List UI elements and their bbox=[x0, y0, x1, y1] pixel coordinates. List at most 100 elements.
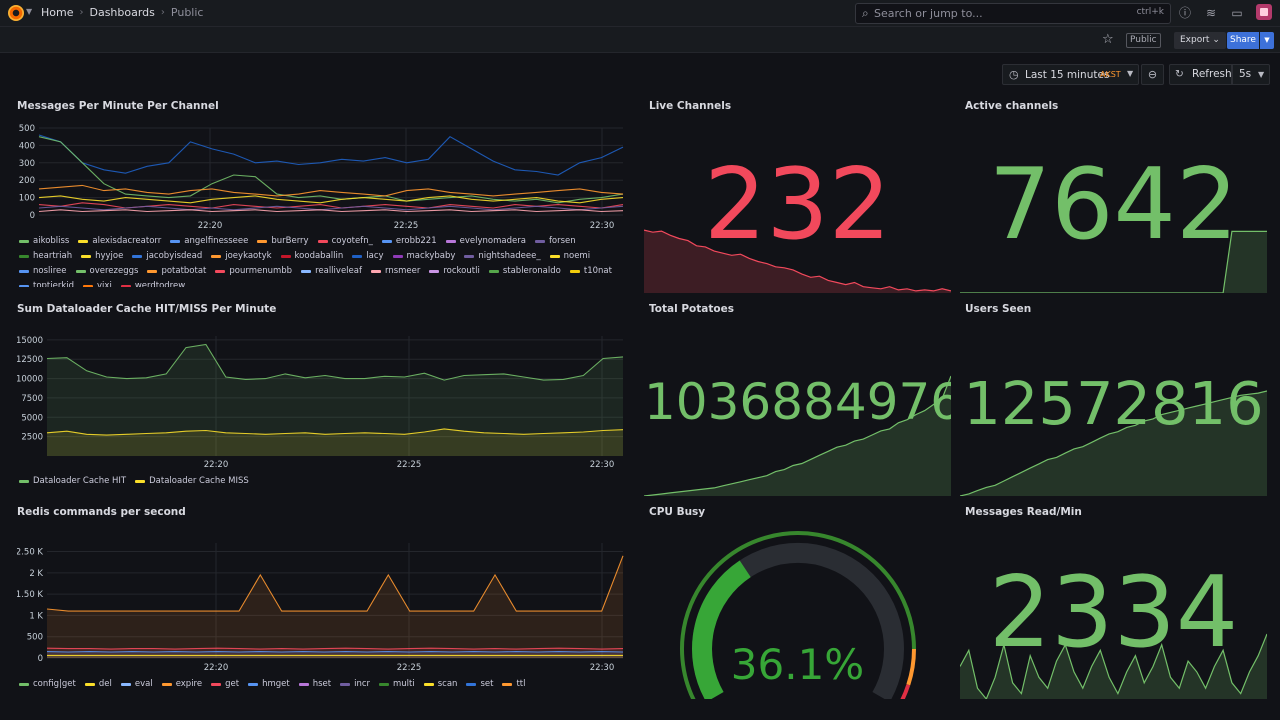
y-tick-label: 500 bbox=[19, 124, 35, 134]
series-line bbox=[38, 205, 624, 211]
legend-item[interactable]: potatbotat bbox=[147, 265, 206, 277]
share-button[interactable]: Share bbox=[1227, 32, 1259, 49]
search-bar[interactable]: ⌕ ctrl+k bbox=[855, 3, 1171, 24]
legend-swatch bbox=[19, 479, 29, 483]
legend-item[interactable]: alexisdacreatorr bbox=[78, 235, 161, 247]
grafana-logo[interactable] bbox=[8, 5, 24, 21]
help-icon[interactable]: ⓘ bbox=[1178, 6, 1191, 20]
export-label: Export bbox=[1180, 35, 1210, 45]
y-tick-label: 500 bbox=[27, 633, 43, 643]
legend-swatch bbox=[75, 269, 86, 273]
legend-item[interactable]: config|get bbox=[19, 678, 76, 690]
redis-chart[interactable]: 0 500 1 K 1.50 K 2 K 2.50 K 22:20 22:25 22:30 bbox=[17, 506, 627, 676]
legend-item[interactable]: del bbox=[84, 678, 112, 690]
panel-live-channels: Live Channels 232 bbox=[644, 100, 951, 293]
legend-item[interactable]: incr bbox=[340, 678, 370, 690]
legend-item[interactable]: t10nat bbox=[569, 265, 612, 277]
x-tick-label: 22:20 bbox=[198, 221, 223, 231]
legend-item[interactable]: get bbox=[211, 678, 239, 690]
legend-item[interactable]: hyyjoe bbox=[81, 250, 123, 262]
dataloader-chart[interactable]: 2500 5000 7500 10000 12500 15000 22:20 22:25 22:… bbox=[17, 303, 627, 473]
panel-title: Users Seen bbox=[965, 303, 1032, 315]
legend-item[interactable]: hmget bbox=[248, 678, 290, 690]
legend-label: coyotefn_ bbox=[331, 236, 373, 246]
search-input[interactable] bbox=[874, 5, 1114, 22]
legend-item[interactable]: koodaballin bbox=[280, 250, 343, 262]
legend-item[interactable]: burBerry bbox=[257, 235, 309, 247]
panel-title: Messages Per Minute Per Channel bbox=[17, 100, 219, 112]
gauge-threshold-red bbox=[900, 684, 911, 699]
legend-item[interactable]: noemi bbox=[549, 250, 590, 262]
panel-messages-per-minute: Messages Per Minute Per Channel 0 100 200 3… bbox=[17, 100, 627, 290]
series-area bbox=[47, 655, 623, 658]
messages-chart[interactable]: 0 100 200 300 400 500 22:20 22:25 22:30 bbox=[17, 100, 627, 234]
star-icon[interactable]: ☆ bbox=[1102, 32, 1114, 47]
legend-item[interactable]: pourmenumbb bbox=[215, 265, 292, 277]
legend-item[interactable]: realliveleaf bbox=[301, 265, 362, 277]
breadcrumb: Home › Dashboards › Public bbox=[41, 6, 203, 19]
legend-item[interactable]: overezeggs bbox=[75, 265, 138, 277]
legend-item[interactable]: erobb221 bbox=[381, 235, 437, 247]
legend-label: heartriah bbox=[33, 251, 73, 261]
series-coyotefn- bbox=[38, 202, 624, 209]
panel-total-potatoes: Total Potatoes 1036884976 bbox=[644, 303, 951, 496]
sparkline-line bbox=[960, 390, 1267, 496]
legend-item[interactable]: mackybaby bbox=[392, 250, 455, 262]
legend-swatch bbox=[84, 682, 95, 686]
legend-item[interactable]: expire bbox=[161, 678, 202, 690]
legend-swatch bbox=[83, 284, 94, 287]
legend-item[interactable]: rnsmeer bbox=[370, 265, 420, 277]
y-tick-label: 10000 bbox=[17, 375, 43, 385]
legend-item[interactable]: hset bbox=[298, 678, 331, 690]
legend-item[interactable]: angelfinesseee bbox=[170, 235, 248, 247]
refresh-button[interactable]: ↻ Refresh bbox=[1169, 64, 1232, 85]
breadcrumb-dashboards[interactable]: Dashboards bbox=[89, 6, 155, 19]
series-hmget bbox=[46, 651, 624, 658]
legend-item[interactable]: forsen bbox=[534, 235, 576, 247]
legend-item[interactable]: evelynomadera bbox=[445, 235, 526, 247]
legend-item[interactable]: ttl bbox=[502, 678, 525, 690]
time-range-picker[interactable]: ◷ Last 15 minutes AKST ▼ bbox=[1002, 64, 1139, 85]
series-area bbox=[47, 651, 623, 658]
legend-item[interactable]: vixi bbox=[83, 280, 112, 287]
legend-swatch bbox=[147, 269, 158, 273]
legend-item[interactable]: jacobyisdead bbox=[132, 250, 202, 262]
legend-item[interactable]: nightshadeee_ bbox=[464, 250, 541, 262]
legend-item[interactable]: coyotefn_ bbox=[317, 235, 373, 247]
legend-item[interactable]: joeykaotyk bbox=[211, 250, 272, 262]
legend-swatch bbox=[161, 682, 172, 686]
export-button[interactable]: Export ⌄ bbox=[1174, 32, 1226, 49]
breadcrumb-home[interactable]: Home bbox=[41, 6, 74, 19]
legend-item[interactable]: rockoutli bbox=[429, 265, 480, 277]
series-line bbox=[46, 428, 624, 436]
kiosk-icon[interactable]: ▭ bbox=[1231, 6, 1243, 20]
legend-item[interactable]: heartriah bbox=[19, 250, 72, 262]
x-tick-label: 22:25 bbox=[394, 221, 419, 231]
legend-item[interactable]: nosliree bbox=[19, 265, 67, 277]
legend-item[interactable]: Dataloader Cache HIT bbox=[19, 475, 126, 487]
zoom-out-button[interactable]: ⊖ bbox=[1141, 64, 1164, 85]
series-line bbox=[38, 134, 624, 176]
stat-value: 2334 bbox=[988, 556, 1239, 670]
legend-item[interactable]: toptierkid bbox=[19, 280, 74, 287]
refresh-interval-picker[interactable]: 5s ▼ bbox=[1232, 64, 1270, 85]
series-burberry bbox=[38, 184, 624, 197]
chevron-down-icon[interactable]: ▼ bbox=[26, 7, 33, 16]
legend-swatch bbox=[120, 682, 131, 686]
legend-item[interactable]: aikobliss bbox=[19, 235, 69, 247]
legend-label: vixi bbox=[97, 281, 112, 287]
series-alexisdacreatorr bbox=[38, 195, 624, 204]
legend-item[interactable]: Dataloader Cache MISS bbox=[135, 475, 249, 487]
avatar[interactable] bbox=[1256, 4, 1272, 20]
news-icon[interactable]: ≋ bbox=[1205, 6, 1217, 20]
legend-item[interactable]: eval bbox=[120, 678, 153, 690]
legend-item[interactable]: scan bbox=[423, 678, 457, 690]
legend-item[interactable]: multi bbox=[379, 678, 415, 690]
legend-item[interactable]: lacy bbox=[352, 250, 384, 262]
share-dropdown-button[interactable]: ▼ bbox=[1260, 32, 1274, 49]
legend-swatch bbox=[429, 269, 440, 273]
legend-item[interactable]: set bbox=[466, 678, 493, 690]
legend-item[interactable]: werdtodrew bbox=[120, 280, 185, 287]
zoom-out-icon: ⊖ bbox=[1147, 68, 1158, 81]
legend-item[interactable]: stableronaldo bbox=[488, 265, 561, 277]
